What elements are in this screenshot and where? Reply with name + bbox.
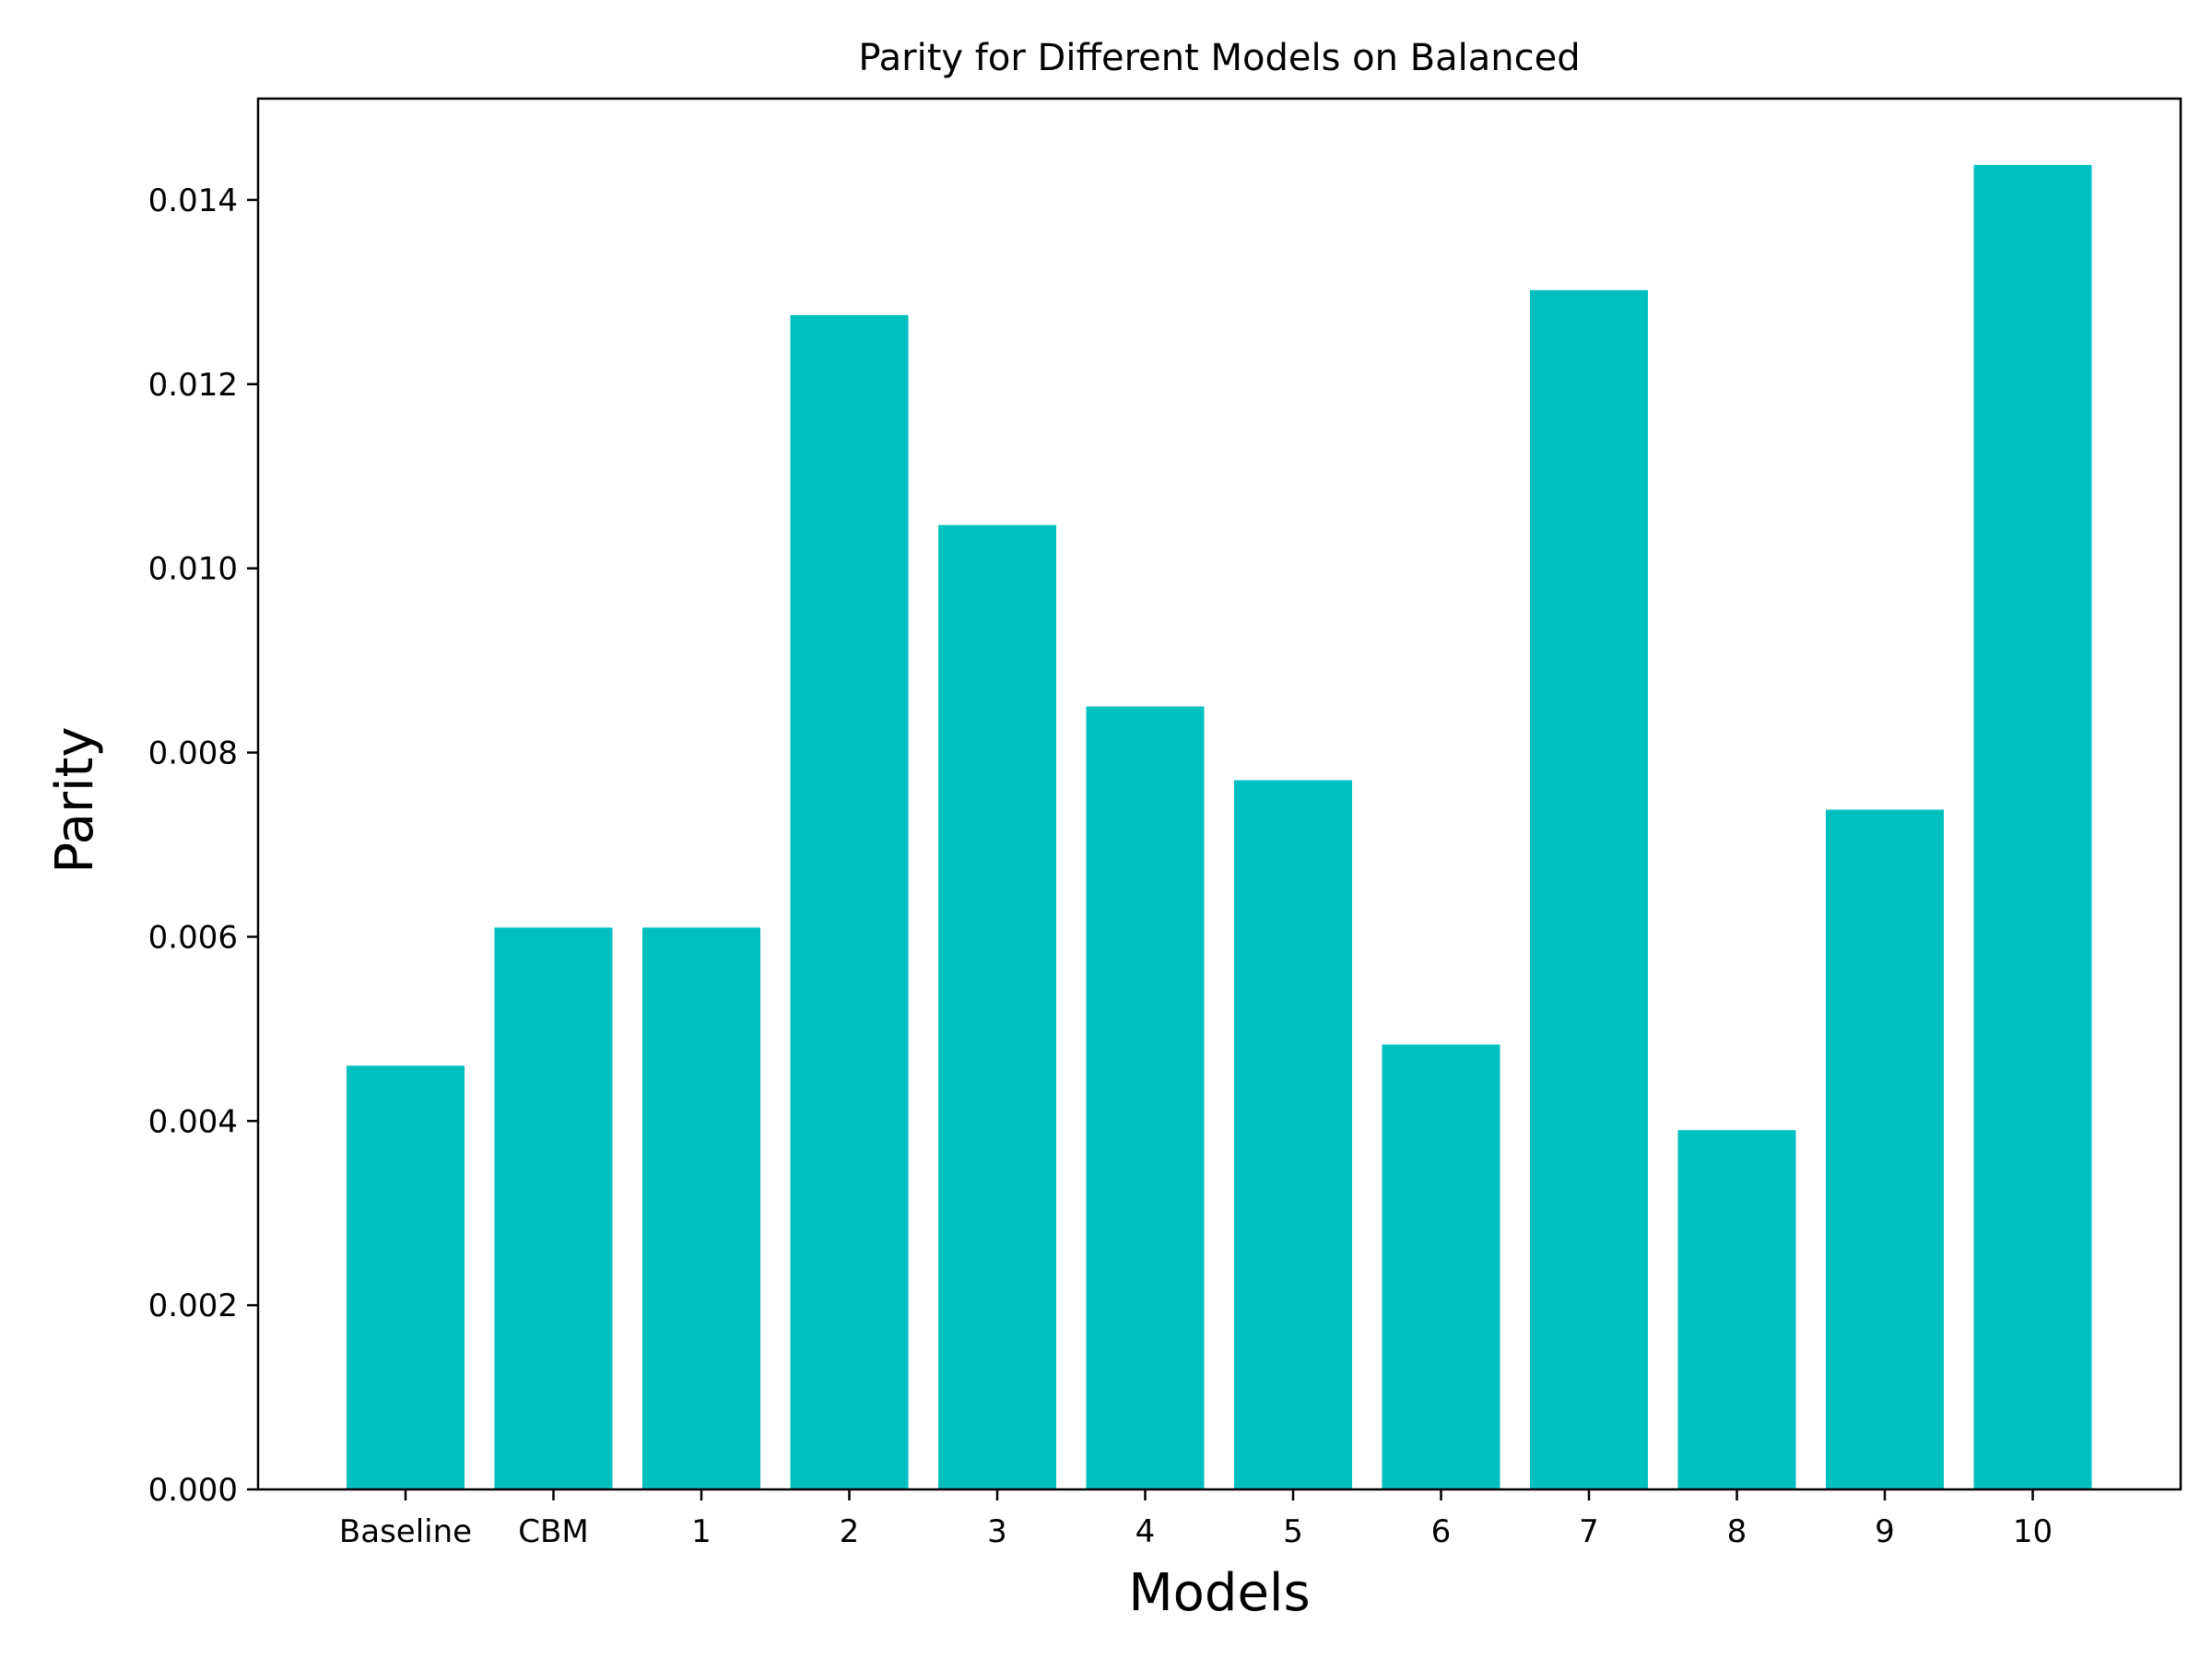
x-tick-label: 6 <box>1431 1513 1452 1550</box>
bar-7 <box>1530 289 1648 1489</box>
y-axis: 0.000 0.002 0.004 0.006 0.008 0.010 0.012 0.014 <box>148 182 258 1509</box>
x-tick-label: 8 <box>1727 1513 1747 1550</box>
y-tick-label: 0.012 <box>148 367 238 404</box>
y-tick-label: 0.002 <box>148 1288 238 1324</box>
x-tick-label: 5 <box>1283 1513 1303 1550</box>
chart-title: Parity for Different Models on Balanced <box>858 37 1580 79</box>
x-axis: Baseline CBM 1 2 3 4 5 6 7 8 9 10 <box>339 1489 2053 1550</box>
bar-1 <box>642 927 760 1489</box>
y-tick-label: 0.010 <box>148 551 238 588</box>
x-tick-label: 10 <box>2013 1513 2053 1550</box>
x-tick-label: 4 <box>1135 1513 1156 1550</box>
x-tick-label: Baseline <box>339 1513 472 1550</box>
x-tick-label: 3 <box>987 1513 1007 1550</box>
bar-cbm <box>494 927 613 1489</box>
bar-9 <box>1826 809 1944 1489</box>
bars-group <box>347 164 2092 1490</box>
x-tick-label: 1 <box>691 1513 712 1550</box>
bar-baseline <box>347 1065 465 1489</box>
bar-5 <box>1234 780 1352 1489</box>
x-tick-label: CBM <box>518 1513 588 1550</box>
bar-4 <box>1086 706 1205 1489</box>
x-tick-label: 2 <box>840 1513 860 1550</box>
y-tick-label: 0.004 <box>148 1103 238 1140</box>
y-axis-title: Parity <box>45 726 105 873</box>
bar-2 <box>790 314 909 1489</box>
bar-3 <box>938 524 1056 1489</box>
y-tick-label: 0.006 <box>148 919 238 956</box>
bar-8 <box>1677 1130 1796 1489</box>
x-axis-title: Models <box>1128 1563 1310 1623</box>
bar-10 <box>1973 164 2092 1490</box>
plot-frame <box>256 97 2183 1491</box>
y-tick-label: 0.000 <box>148 1472 238 1509</box>
y-tick-label: 0.014 <box>148 182 238 219</box>
y-tick-label: 0.008 <box>148 735 238 772</box>
x-tick-label: 9 <box>1875 1513 1895 1550</box>
x-tick-label: 7 <box>1579 1513 1599 1550</box>
bar-6 <box>1382 1044 1500 1489</box>
